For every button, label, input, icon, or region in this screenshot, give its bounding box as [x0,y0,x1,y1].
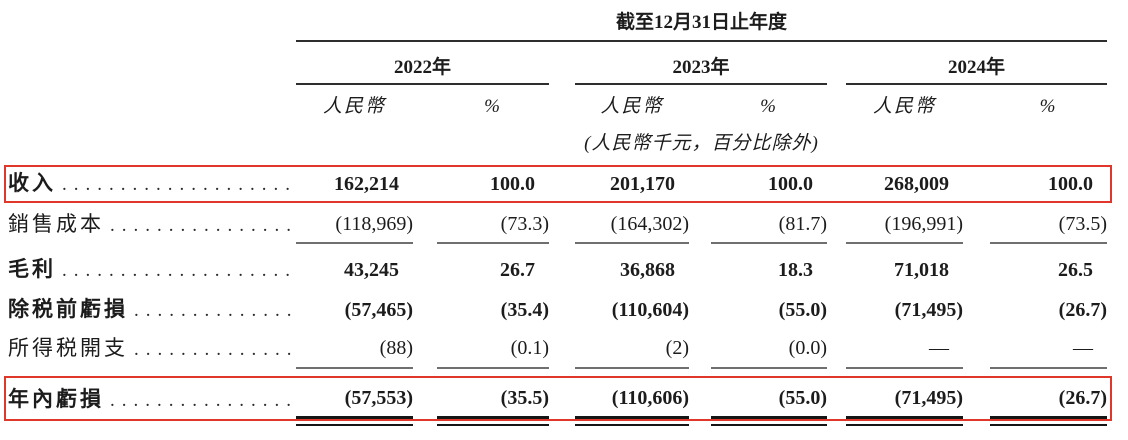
cell-value: (110,606) [575,368,689,421]
year-header-2024: 2024年 [846,41,1107,85]
row-label-text: 收入 [8,171,56,196]
cell-value: (55.0) [778,299,827,321]
column-header-row: 人民幣 % 人民幣 % 人民幣 % [0,84,1107,120]
year-header-2022: 2022年 [296,41,549,85]
row-label: 收入 .....................................… [0,156,296,202]
row-label: 所得税開支 ..................................… [0,326,296,368]
col-header-pct-2024: % [1039,96,1058,118]
cell-value: (57,553) [296,368,413,421]
cell-value: — [846,326,963,369]
row-label: 除税前虧損 ..................................… [0,288,296,326]
double-underline [711,418,827,426]
cell-value: (73.3) [437,202,549,244]
row-label-text: 所得税開支 [8,336,128,361]
col-header-rmb-2022: 人民幣 [322,96,386,118]
double-underline [990,418,1107,426]
row-label: 年內虧損 ...................................… [0,368,296,418]
col-header-rmb-2024: 人民幣 [872,96,936,118]
table-row-cost-of-sales: 銷售成本 ...................................… [0,202,1107,244]
cell-value: (88) [296,326,413,369]
cell-value: (110,604) [611,299,689,321]
cell-value: 100.0 [768,173,813,195]
cell-value: — [990,326,1107,369]
cell-value: 43,245 [344,259,399,281]
cell-value: (26.7) [1058,299,1107,321]
row-label: 毛利 .....................................… [0,243,296,288]
cell-value: 26.7 [500,259,535,281]
double-underline [575,418,689,426]
cell-value: 201,170 [610,173,675,195]
year-header-2023: 2023年 [575,41,827,85]
cell-value: (196,991) [846,202,963,244]
table-row-revenue: 收入 .....................................… [0,156,1107,202]
double-underline [846,418,963,426]
cell-value: (164,302) [575,202,689,244]
cell-value: 26.5 [1058,259,1093,281]
unit-note-row: (人民幣千元，百分比除外) [0,120,1107,156]
cell-value: (57,465) [344,299,413,321]
cell-value: 36,868 [620,259,675,281]
row-label-text: 年內虧損 [8,387,104,412]
row-label-text: 毛利 [8,257,56,282]
double-underline-row [0,418,1107,426]
col-header-rmb-2023: 人民幣 [600,96,664,118]
dot-leader: ........................................… [134,339,296,361]
cell-value: (118,969) [296,202,413,244]
cell-value: 100.0 [1048,173,1093,195]
cell-value: (35.5) [437,368,549,421]
dot-leader: ........................................… [62,260,296,282]
col-header-pct-2022: % [484,96,502,118]
table-row-income-tax-expense: 所得税開支 ..................................… [0,326,1107,369]
cell-value: (71,495) [846,368,963,421]
cell-value: (71,495) [894,299,963,321]
unit-note: (人民幣千元，百分比除外) [584,133,819,155]
cell-value: 268,009 [884,173,949,195]
dot-leader: ........................................… [110,390,296,412]
table-row-gross-profit: 毛利 .....................................… [0,243,1107,288]
cell-value: (55.0) [711,368,827,421]
cell-value: (35.4) [500,299,549,321]
col-header-pct-2023: % [760,96,778,118]
period-header-row: 截至12月31日止年度 [0,0,1107,42]
double-underline [437,418,549,426]
cell-value: (0.1) [437,326,549,369]
row-label: 銷售成本 ...................................… [0,202,296,243]
cell-value: (81.7) [711,202,827,244]
table-row-loss-for-the-year: 年內虧損 ...................................… [0,368,1107,421]
period-header: 截至12月31日止年度 [296,0,1107,42]
double-underline [296,418,413,426]
cell-value: 162,214 [334,173,399,195]
cell-value: (26.7) [990,368,1107,421]
cell-value: (0.0) [711,326,827,369]
cell-value: (73.5) [990,202,1107,244]
income-statement-table: 截至12月31日止年度 2022年 2023年 2024年 人民幣 % 人民幣 … [0,0,1107,426]
cell-value: 100.0 [490,173,535,195]
cell-value: 71,018 [894,259,949,281]
dot-leader: ........................................… [62,174,296,196]
cell-value: (2) [575,326,689,369]
row-label-text: 除税前虧損 [8,297,128,322]
dot-leader: ........................................… [110,215,296,237]
year-header-row: 2022年 2023年 2024年 [0,41,1107,85]
row-label-text: 銷售成本 [8,212,104,237]
dot-leader: ........................................… [134,300,296,322]
table-row-loss-before-tax: 除税前虧損 ..................................… [0,288,1107,326]
cell-value: 18.3 [778,259,813,281]
